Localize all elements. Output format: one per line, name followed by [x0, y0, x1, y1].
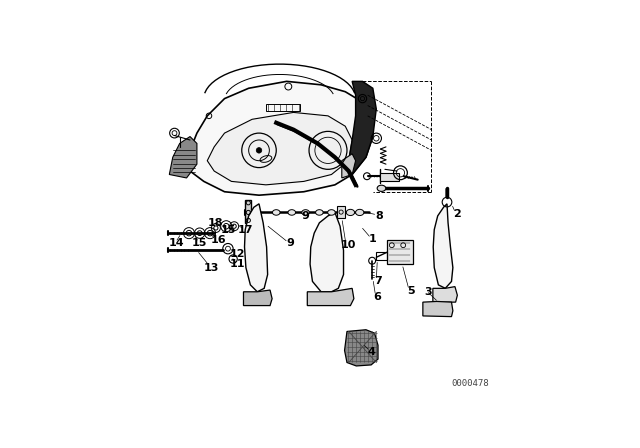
Ellipse shape	[356, 209, 364, 215]
Text: 17: 17	[238, 225, 253, 235]
Text: 5: 5	[408, 286, 415, 296]
Polygon shape	[433, 287, 458, 302]
Ellipse shape	[288, 210, 296, 215]
Text: 8: 8	[375, 211, 383, 221]
Text: 18: 18	[208, 218, 223, 228]
Text: 10: 10	[340, 240, 356, 250]
Circle shape	[256, 147, 262, 153]
Text: 6: 6	[373, 292, 381, 302]
Text: 15: 15	[220, 225, 236, 235]
Bar	[376, 252, 387, 260]
Text: 12: 12	[230, 249, 245, 259]
Polygon shape	[423, 302, 453, 317]
Text: 4: 4	[368, 347, 376, 357]
Text: 13: 13	[204, 263, 219, 273]
Polygon shape	[433, 204, 453, 289]
Text: 0000478: 0000478	[452, 379, 490, 388]
Polygon shape	[337, 206, 345, 218]
Text: 9: 9	[287, 238, 294, 249]
Ellipse shape	[328, 210, 335, 215]
Text: 15: 15	[192, 238, 207, 249]
Ellipse shape	[316, 210, 323, 215]
Ellipse shape	[377, 185, 386, 191]
Polygon shape	[187, 82, 373, 195]
Polygon shape	[245, 200, 252, 223]
Text: 16: 16	[211, 235, 226, 245]
Text: 14: 14	[169, 238, 185, 249]
Polygon shape	[243, 290, 272, 306]
Text: 1: 1	[369, 234, 377, 244]
Polygon shape	[307, 289, 354, 306]
Polygon shape	[387, 240, 413, 264]
Text: 11: 11	[230, 259, 245, 269]
Ellipse shape	[346, 209, 355, 215]
Text: 7: 7	[374, 276, 382, 286]
Text: 9: 9	[301, 211, 310, 221]
Text: 3: 3	[424, 287, 432, 297]
Polygon shape	[170, 137, 197, 178]
Polygon shape	[349, 82, 376, 174]
Polygon shape	[342, 154, 356, 178]
Ellipse shape	[302, 210, 309, 215]
Polygon shape	[244, 204, 268, 292]
Ellipse shape	[273, 210, 280, 215]
Polygon shape	[310, 212, 344, 292]
Polygon shape	[344, 330, 378, 366]
Polygon shape	[207, 112, 352, 185]
Text: 2: 2	[454, 209, 461, 219]
Bar	[380, 173, 399, 181]
